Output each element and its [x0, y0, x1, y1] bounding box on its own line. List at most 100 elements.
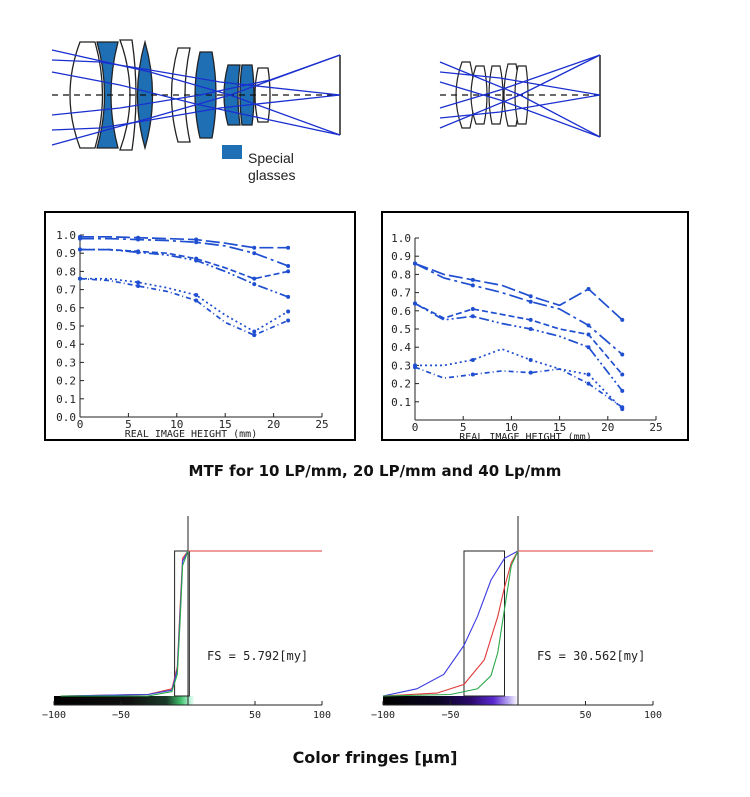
mtf-series-line — [415, 348, 623, 410]
x-tick-label: 50 — [579, 710, 591, 721]
x-tick-label: 100 — [313, 710, 331, 721]
mtf-series-line — [79, 277, 289, 337]
y-tick-label: 0.0 — [56, 411, 76, 424]
mtf-data-point — [413, 301, 417, 306]
mtf-data-point — [286, 294, 291, 299]
mtf-series-line — [414, 302, 623, 376]
mtf-data-point — [470, 372, 475, 377]
color-gradient-bar — [54, 696, 195, 705]
mtf-data-point — [252, 282, 257, 287]
fringe-curve — [60, 550, 322, 697]
fringe-curve — [382, 550, 519, 697]
mtf-series-line — [80, 235, 289, 249]
y-tick-label: 0.4 — [391, 341, 411, 354]
y-tick-label: 0.5 — [391, 323, 411, 336]
x-tick-label: −50 — [441, 710, 459, 721]
mtf-data-point — [620, 372, 625, 377]
mtf-data-point — [136, 237, 141, 242]
y-tick-label: 0.3 — [391, 359, 411, 372]
mtf-data-point — [620, 405, 625, 410]
mtf-data-point — [528, 299, 533, 304]
y-tick-label: 0.9 — [391, 250, 411, 263]
mtf-data-point — [136, 280, 141, 285]
mtf-data-point — [528, 327, 533, 331]
legend-label: Special glasses — [248, 150, 295, 184]
mtf-data-point — [136, 250, 141, 255]
mtf-series-line — [414, 366, 623, 408]
fringe-curve — [382, 550, 519, 697]
mtf-data-point — [286, 263, 291, 268]
mtf-data-point — [413, 365, 417, 370]
lens-element — [239, 64, 255, 126]
mtf-data-point — [470, 314, 475, 319]
mtf-data-point — [620, 352, 625, 357]
mtf-data-point — [286, 269, 291, 274]
y-tick-label: 0.6 — [391, 305, 411, 318]
mtf-data-point — [194, 258, 199, 263]
legend-swatch — [222, 145, 242, 159]
y-tick-label: 0.6 — [56, 302, 76, 315]
y-tick-label: 0.7 — [391, 287, 411, 300]
mtf-data-point — [194, 293, 199, 298]
fringe-box — [463, 550, 505, 697]
mtf-series-line — [80, 237, 289, 267]
x-axis-label: REAL IMAGE HEIGHT (mm) — [125, 429, 257, 440]
y-tick-label: 0.8 — [56, 265, 76, 278]
y-tick-label: 0.2 — [56, 375, 76, 388]
mtf-data-point — [528, 357, 533, 362]
mtf-data-point — [528, 317, 533, 322]
fs-annotation: FS = 5.792[my] — [207, 649, 308, 663]
mtf-data-point — [194, 298, 199, 303]
mtf-data-point — [136, 235, 141, 240]
mtf-series-line — [414, 302, 623, 392]
mtf-data-point — [252, 333, 257, 338]
mtf-data-point — [620, 317, 625, 322]
mtf-data-point — [136, 283, 141, 288]
mtf-data-point — [286, 245, 291, 250]
fringe-box — [174, 550, 190, 697]
fs-annotation: FS = 30.562[my] — [537, 649, 645, 663]
mtf-data-point — [78, 276, 82, 281]
x-tick-label: 10 — [505, 421, 518, 434]
x-tick-label: 0 — [412, 421, 419, 434]
mtf-data-point — [252, 245, 257, 250]
y-tick-label: 0.5 — [56, 320, 76, 333]
x-tick-label: 5 — [460, 421, 467, 434]
mtf-series-line — [414, 262, 623, 356]
y-tick-label: 0.9 — [56, 247, 76, 260]
x-tick-label: −100 — [371, 710, 395, 721]
mtf-data-point — [620, 388, 625, 393]
mtf-data-point — [470, 357, 475, 362]
mtf-data-point — [413, 363, 417, 368]
mtf-caption: MTF for 10 LP/mm, 20 LP/mm and 40 Lp/mm — [188, 462, 562, 480]
color-gradient-bar — [383, 696, 518, 705]
x-tick-label: 100 — [644, 710, 662, 721]
mtf-series-line — [414, 262, 623, 321]
mtf-data-point — [78, 236, 82, 241]
mtf-data-point — [194, 256, 199, 261]
mtf-data-point — [78, 276, 82, 281]
x-axis-label: REAL IMAGE HEIGHT (mm) — [459, 432, 591, 443]
mtf-data-point — [78, 247, 82, 252]
x-tick-label: −50 — [112, 710, 130, 721]
mtf-data-point — [586, 345, 591, 350]
mtf-series-line — [80, 277, 289, 333]
mtf-data-point — [528, 294, 533, 299]
y-tick-label: 0.4 — [56, 338, 76, 351]
y-tick-label: 0.1 — [391, 396, 411, 409]
lens-diagram-left — [51, 39, 601, 159]
legend-label-line2: glasses — [248, 167, 296, 183]
x-tick-label: 20 — [601, 421, 614, 434]
mtf-data-point — [586, 332, 591, 337]
y-tick-label: 0.8 — [391, 268, 411, 281]
fringe-curve — [60, 550, 189, 697]
y-tick-label: 0.3 — [56, 356, 76, 369]
mtf-data-point — [286, 309, 291, 314]
mtf-data-point — [252, 251, 257, 256]
mtf-data-point — [78, 247, 82, 252]
x-tick-label: 5 — [125, 418, 132, 431]
y-tick-label: 1.0 — [391, 232, 411, 245]
mtf-data-point — [620, 407, 625, 412]
mtf-data-point — [586, 286, 591, 291]
mtf-data-point — [78, 234, 82, 239]
